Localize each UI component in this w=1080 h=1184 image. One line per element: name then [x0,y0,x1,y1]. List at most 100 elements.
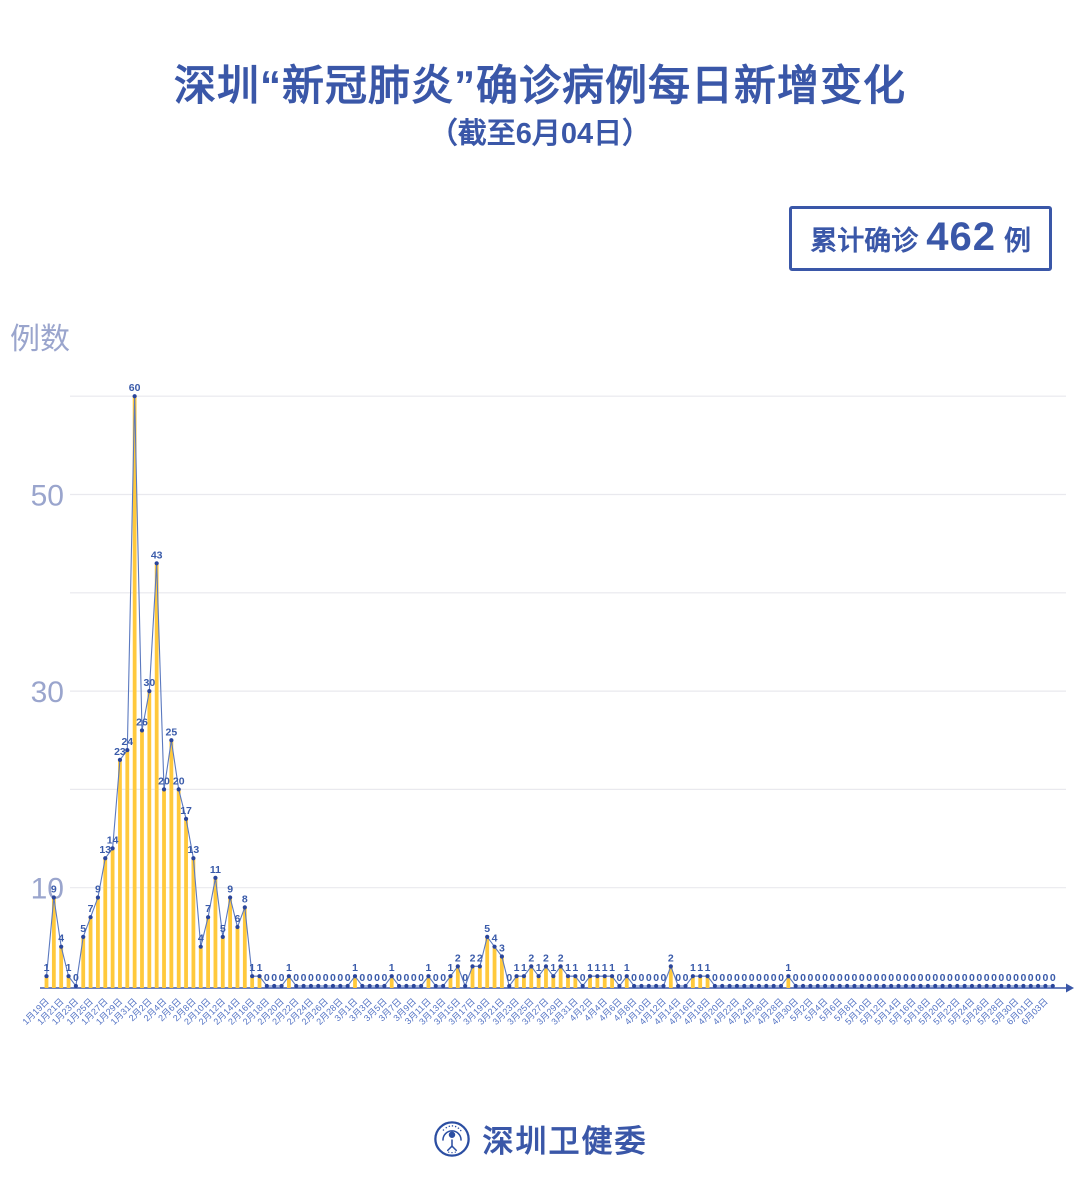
data-point-label: 0 [616,972,622,984]
data-point [338,983,343,989]
data-point-label: 0 [301,972,307,984]
data-point-label: 1 [521,962,527,974]
data-point-label: 0 [293,972,299,984]
chart-bar [690,976,695,988]
data-point [507,983,512,989]
chart-bar [118,759,122,988]
data-point [470,964,475,969]
data-point-label: 0 [1035,972,1041,984]
data-point [705,974,710,979]
chart-bar [51,897,56,988]
chart-bar [448,976,453,988]
data-point [169,738,174,743]
data-point [962,983,967,989]
data-point-label: 0 [712,972,718,984]
data-point [301,983,306,989]
chart-bar [624,976,629,988]
chart-bar [477,966,482,988]
data-point-label: 30 [143,677,155,689]
data-point [396,983,402,989]
data-point-label: 0 [837,972,843,984]
data-point-label: 2 [528,952,534,964]
data-point-label: 0 [440,972,446,984]
data-point-label: 1 [697,962,703,974]
data-point [492,944,497,949]
chart-bar [176,789,181,988]
chart-bar [110,848,115,988]
data-point-label: 0 [675,972,681,984]
y-axis-title: 例数 [10,323,70,356]
data-point [815,983,820,989]
chart-bar [132,396,137,988]
data-point [786,974,791,979]
data-point-label: 0 [852,972,858,984]
cumulative-confirmed-badge: 累计确诊 462 例 [789,206,1052,271]
data-point-label: 0 [323,972,329,984]
data-point-label: 1 [550,962,556,974]
data-point [455,964,460,969]
data-point-label: 0 [418,972,424,984]
data-point-label: 2 [470,952,476,964]
data-point-label: 0 [359,972,365,984]
data-point [808,983,813,989]
data-point-label: 0 [962,972,968,984]
data-point-label: 0 [639,972,645,984]
data-point-label: 9 [95,884,101,896]
data-point [837,983,842,989]
chart-bar [228,897,233,988]
data-point-label: 0 [381,972,387,984]
data-point [654,983,659,989]
data-point [646,983,651,989]
data-point [565,974,571,979]
data-point [587,974,593,979]
data-point [316,983,321,989]
data-point [999,983,1004,989]
data-point-label: 0 [763,972,769,984]
data-point-label: 23 [114,746,126,758]
data-point [632,983,637,989]
data-point-label: 0 [749,972,755,984]
data-point-label: 0 [793,972,799,984]
data-point [969,983,975,989]
data-point-label: 0 [345,972,351,984]
data-point [264,983,269,989]
data-point-label: 1 [448,962,454,974]
data-point-label: 0 [374,972,380,984]
chart-bar [169,740,174,988]
data-point [551,974,556,979]
data-point-label: 2 [668,952,674,964]
data-point [257,974,262,979]
data-point-label: 0 [771,972,777,984]
data-point [213,875,218,880]
chart-bar [286,976,291,988]
data-point [81,934,86,939]
data-point-label: 1 [389,962,395,974]
data-point-label: 11 [210,864,221,876]
data-point-label: 0 [925,972,931,984]
data-point [183,816,189,821]
data-point [485,934,490,939]
data-point-label: 0 [991,972,997,984]
data-point-label: 7 [88,903,94,915]
chart-bar [573,976,578,988]
data-point [617,983,622,989]
data-point [1050,983,1055,989]
data-point [683,983,688,989]
data-point [595,974,600,979]
data-point-label: 0 [859,972,865,984]
data-point-label: 0 [807,972,813,984]
chart-bar [455,966,460,988]
data-point [676,983,681,989]
chart-bar [499,956,504,988]
data-point [176,787,181,792]
chart-bar [198,946,203,988]
data-point [88,915,93,920]
data-point [441,983,446,989]
data-point-label: 9 [51,884,57,896]
chart-bar [610,976,614,988]
chart-bar [44,976,49,988]
data-point-label: 0 [653,972,659,984]
data-point-label: 0 [1028,972,1034,984]
data-point-label: 0 [73,972,79,984]
